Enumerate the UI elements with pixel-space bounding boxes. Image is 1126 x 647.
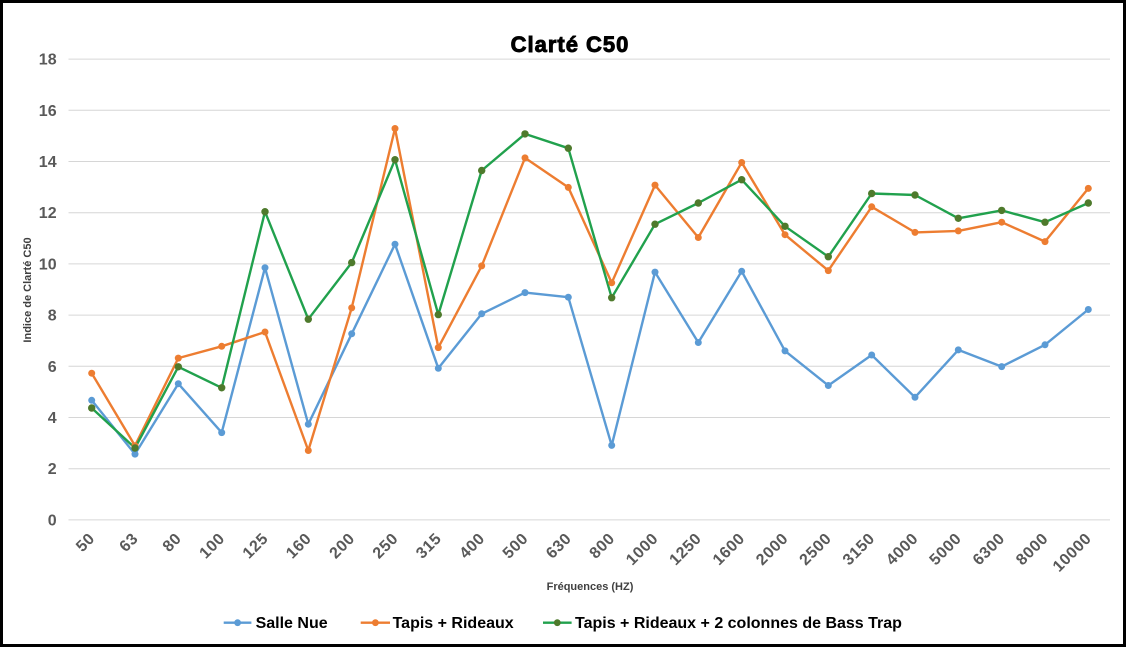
svg-text:16: 16 [39,103,57,120]
svg-text:Indice de Clarté C50: Indice de Clarté C50 [22,237,34,342]
svg-text:0: 0 [48,512,57,529]
svg-text:6: 6 [48,359,57,376]
svg-text:10: 10 [39,256,57,273]
svg-text:Tapis + Rideaux + 2 colonnes d: Tapis + Rideaux + 2 colonnes de Bass Tra… [575,615,902,632]
svg-text:8: 8 [48,308,57,325]
svg-text:Tapis + Rideaux: Tapis + Rideaux [393,615,514,632]
svg-text:14: 14 [39,154,57,171]
svg-text:12: 12 [39,205,57,222]
svg-text:2: 2 [48,461,57,478]
svg-text:Fréquences (HZ): Fréquences (HZ) [547,581,634,593]
svg-text:Salle Nue: Salle Nue [256,615,328,632]
svg-text:Clarté C50: Clarté C50 [511,32,630,57]
svg-text:4: 4 [48,410,57,427]
svg-text:18: 18 [39,52,57,69]
